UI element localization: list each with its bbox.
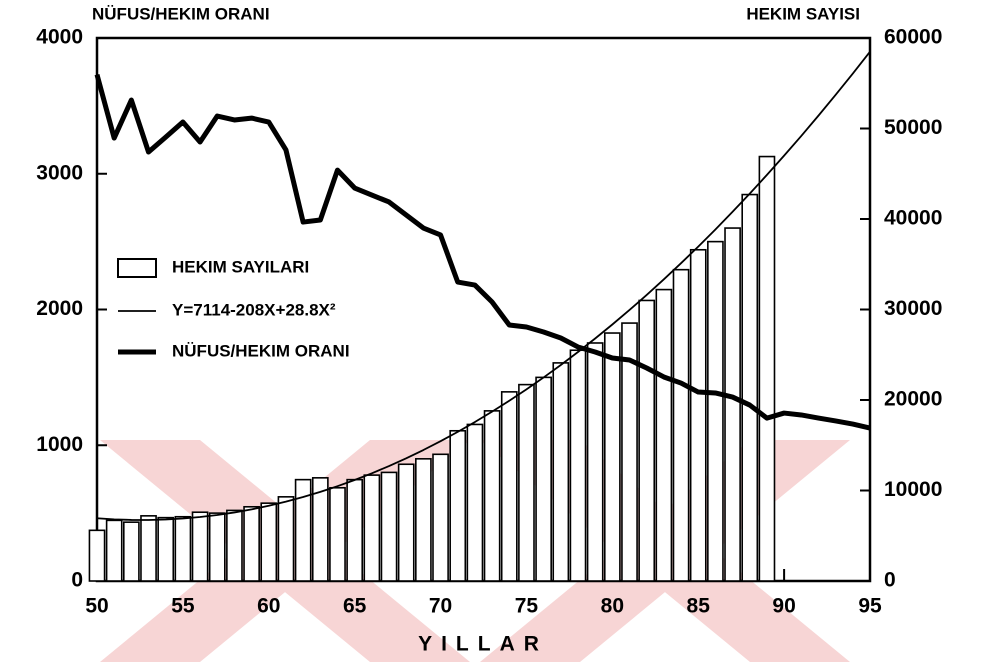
y-tick-label: 0 xyxy=(71,569,83,592)
line xyxy=(96,51,871,521)
bar xyxy=(689,248,707,582)
bar xyxy=(105,519,123,582)
bar xyxy=(432,453,449,582)
bar xyxy=(586,342,604,582)
bar xyxy=(500,391,518,582)
y-tick-label: 4000 xyxy=(36,26,83,49)
legend-label: Y=7114-208X+28.8X² xyxy=(172,300,336,319)
bar xyxy=(363,474,381,582)
bar xyxy=(260,502,278,582)
x-tick-label: 70 xyxy=(429,595,452,618)
bar xyxy=(346,478,364,582)
bar xyxy=(518,383,535,582)
line xyxy=(94,73,871,431)
y2-tick-label: 20000 xyxy=(884,388,942,411)
bar xyxy=(311,477,329,582)
bar xyxy=(603,332,621,582)
y-tick-label: 2000 xyxy=(36,297,83,320)
bar xyxy=(174,515,192,582)
y2-tick-label: 40000 xyxy=(884,207,942,230)
y-tick-label: 1000 xyxy=(36,433,83,456)
bar xyxy=(672,268,690,582)
bar xyxy=(380,471,398,582)
legend-swatch xyxy=(117,258,157,278)
x-tick-label: 55 xyxy=(171,595,195,618)
bar xyxy=(535,376,552,582)
bar xyxy=(397,463,415,582)
bar xyxy=(243,505,260,582)
y-tick-label: 3000 xyxy=(36,161,83,184)
y2-tick-label: 50000 xyxy=(884,116,942,139)
bar xyxy=(277,496,295,582)
bar xyxy=(157,516,175,582)
y2-tick-label: 30000 xyxy=(884,297,942,320)
bar xyxy=(621,322,638,582)
x-axis-label: YILLAR xyxy=(418,633,548,656)
bar xyxy=(449,429,467,582)
bar xyxy=(415,458,432,582)
bar xyxy=(483,410,501,582)
bar xyxy=(724,227,741,582)
y2-tick-label: 60000 xyxy=(884,26,942,49)
y2-tick-label: 0 xyxy=(884,569,896,592)
x-tick-label: 80 xyxy=(601,595,624,618)
bar xyxy=(191,511,209,582)
y-axis-label: NÜFUS/HEKIM ORANI xyxy=(92,4,270,23)
x-tick-label: 75 xyxy=(515,595,539,618)
x-tick-label: 60 xyxy=(257,595,280,618)
x-tick-label: 85 xyxy=(687,595,711,618)
bar xyxy=(226,509,243,582)
y2-axis-label: HEKIM SAYISI xyxy=(746,4,860,23)
bar xyxy=(552,362,570,582)
bar xyxy=(88,529,106,582)
x-tick-label: 65 xyxy=(343,595,367,618)
bar xyxy=(294,478,312,582)
bar xyxy=(329,486,346,582)
legend-label: HEKIM SAYILARI xyxy=(172,257,309,276)
y2-tick-label: 10000 xyxy=(884,478,942,501)
bar xyxy=(707,240,724,582)
x-tick-label: 50 xyxy=(85,595,108,618)
bar xyxy=(741,193,759,582)
bar xyxy=(638,299,656,582)
x-tick-label: 90 xyxy=(772,595,795,618)
bar xyxy=(466,423,484,582)
bar xyxy=(140,515,157,582)
bar xyxy=(208,512,226,582)
bar xyxy=(655,288,673,582)
bar xyxy=(569,349,587,582)
x-tick-label: 95 xyxy=(858,595,882,618)
legend-label: NÜFUS/HEKIM ORANI xyxy=(172,341,350,360)
bar xyxy=(758,155,776,582)
bar xyxy=(122,521,140,582)
